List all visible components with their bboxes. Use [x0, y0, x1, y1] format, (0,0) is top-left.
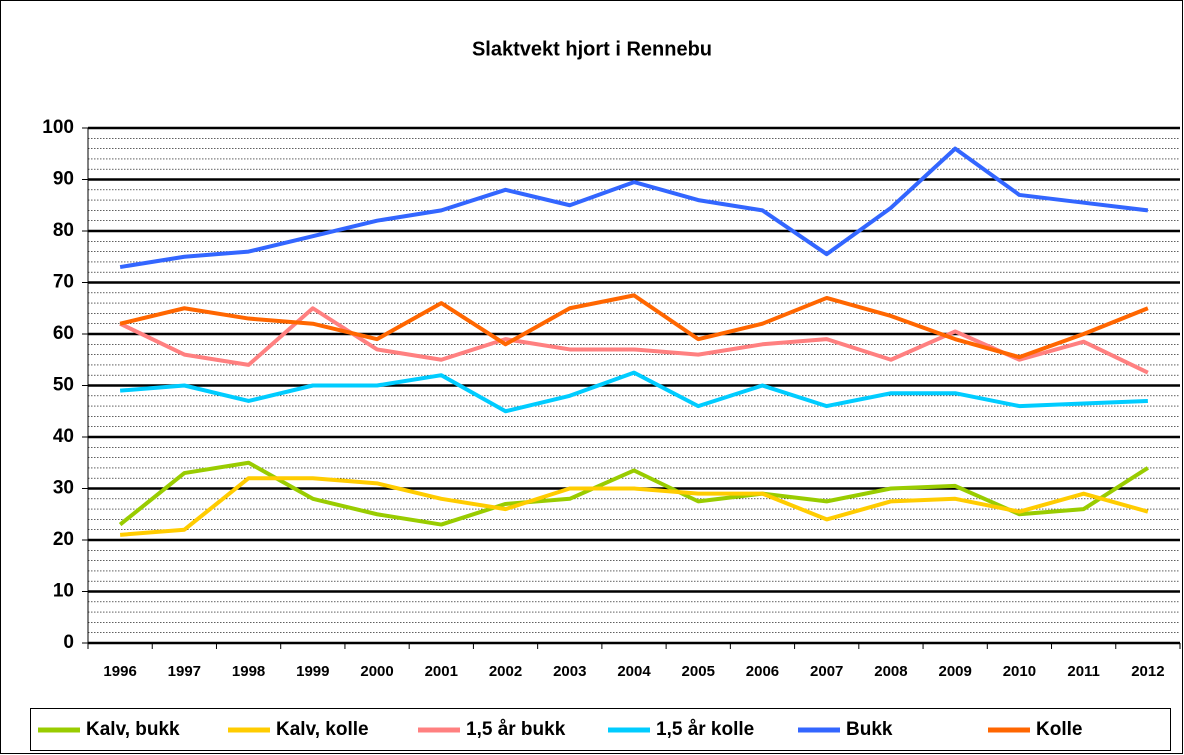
x-tick-label: 2003 — [553, 663, 586, 680]
legend-label: Bukk — [846, 719, 893, 740]
chart-title: Slaktvekt hjort i Rennebu — [472, 38, 712, 60]
x-tick-label: 2001 — [425, 663, 458, 680]
y-tick-label: 40 — [53, 426, 74, 447]
x-tick-label: 2011 — [1067, 663, 1100, 680]
y-tick-label: 100 — [42, 117, 74, 138]
x-tick-label: 2007 — [810, 663, 843, 680]
x-tick-label: 2009 — [938, 663, 971, 680]
x-tick-label: 1998 — [232, 663, 265, 680]
x-tick-label: 2008 — [874, 663, 907, 680]
x-tick-label: 2005 — [682, 663, 715, 680]
legend-box — [30, 708, 1171, 751]
y-tick-label: 20 — [53, 529, 74, 550]
series-line — [119, 293, 1149, 360]
x-tick-label: 1999 — [296, 663, 329, 680]
legend-label: Kalv, kolle — [276, 719, 369, 740]
y-tick-label: 50 — [53, 375, 74, 396]
x-tick-label: 2000 — [360, 663, 393, 680]
x-tick-label: 2004 — [617, 663, 651, 680]
y-tick-label: 70 — [53, 272, 74, 293]
x-tick-label: 2002 — [489, 663, 522, 680]
series-line — [119, 306, 1149, 375]
series-line — [119, 146, 1149, 270]
y-tick-label: 10 — [53, 581, 74, 602]
y-tick-label: 80 — [53, 220, 74, 241]
legend-label: 1,5 år kolle — [656, 719, 754, 740]
y-tick-label: 0 — [63, 632, 74, 653]
legend-label: Kolle — [1036, 719, 1082, 740]
x-tick-label: 2006 — [746, 663, 779, 680]
legend-label: Kalv, bukk — [86, 719, 180, 740]
legend-label: 1,5 år bukk — [466, 719, 566, 740]
y-tick-label: 60 — [53, 323, 74, 344]
x-tick-label: 2010 — [1003, 663, 1036, 680]
x-tick-label: 1997 — [168, 663, 201, 680]
y-tick-label: 30 — [53, 478, 74, 499]
y-tick-label: 90 — [53, 169, 74, 190]
x-tick-label: 1996 — [103, 663, 136, 680]
series-line — [119, 370, 1148, 414]
series-line — [118, 460, 1149, 527]
series-line — [119, 476, 1149, 537]
x-tick-label: 2012 — [1131, 663, 1164, 680]
